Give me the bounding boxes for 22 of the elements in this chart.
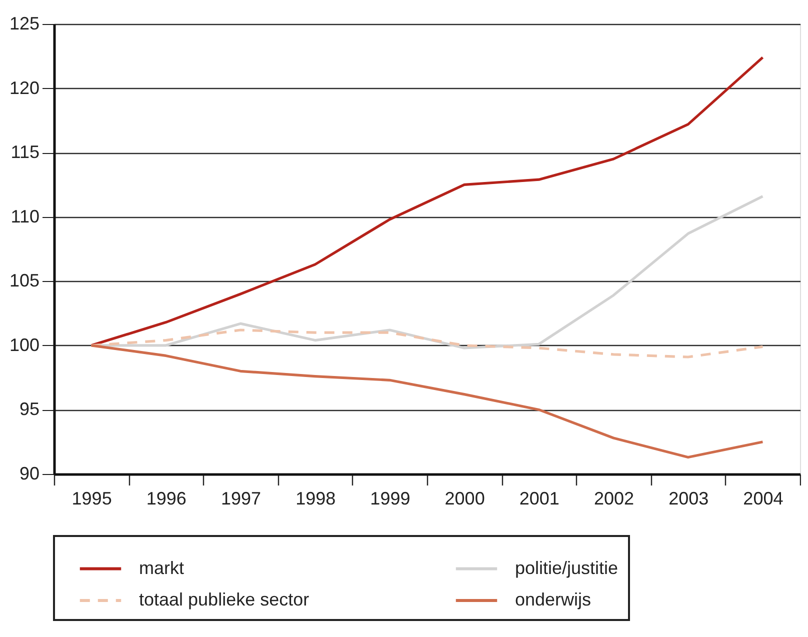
y-tick-label: 115 [10,142,40,162]
x-tick-label: 1997 [220,488,262,508]
x-tick-label: 2004 [743,488,784,508]
y-tick-label: 110 [10,206,40,226]
x-tick-label: 1998 [296,488,336,508]
x-tick-label: 1996 [146,488,186,508]
y-tick-label: 125 [9,14,40,34]
x-tick-label: 2003 [668,488,709,508]
x-tick-label: 2000 [444,488,485,508]
x-tick-label: 1995 [72,488,112,508]
legend-label: politie/justitie [515,558,618,578]
y-tick-label: 100 [9,334,40,355]
x-tick-label: 2002 [594,488,634,508]
y-tick-label: 90 [19,464,40,484]
x-tick-label: 1999 [370,488,410,508]
y-tick-label: 95 [19,399,40,420]
legend-label: onderwijs [515,590,592,610]
x-tick-label: 2001 [519,488,560,508]
legend-label: markt [139,558,184,578]
y-tick-label: 105 [9,270,40,291]
legend-label: totaal publieke sector [139,590,310,610]
y-tick-label: 120 [9,78,40,98]
